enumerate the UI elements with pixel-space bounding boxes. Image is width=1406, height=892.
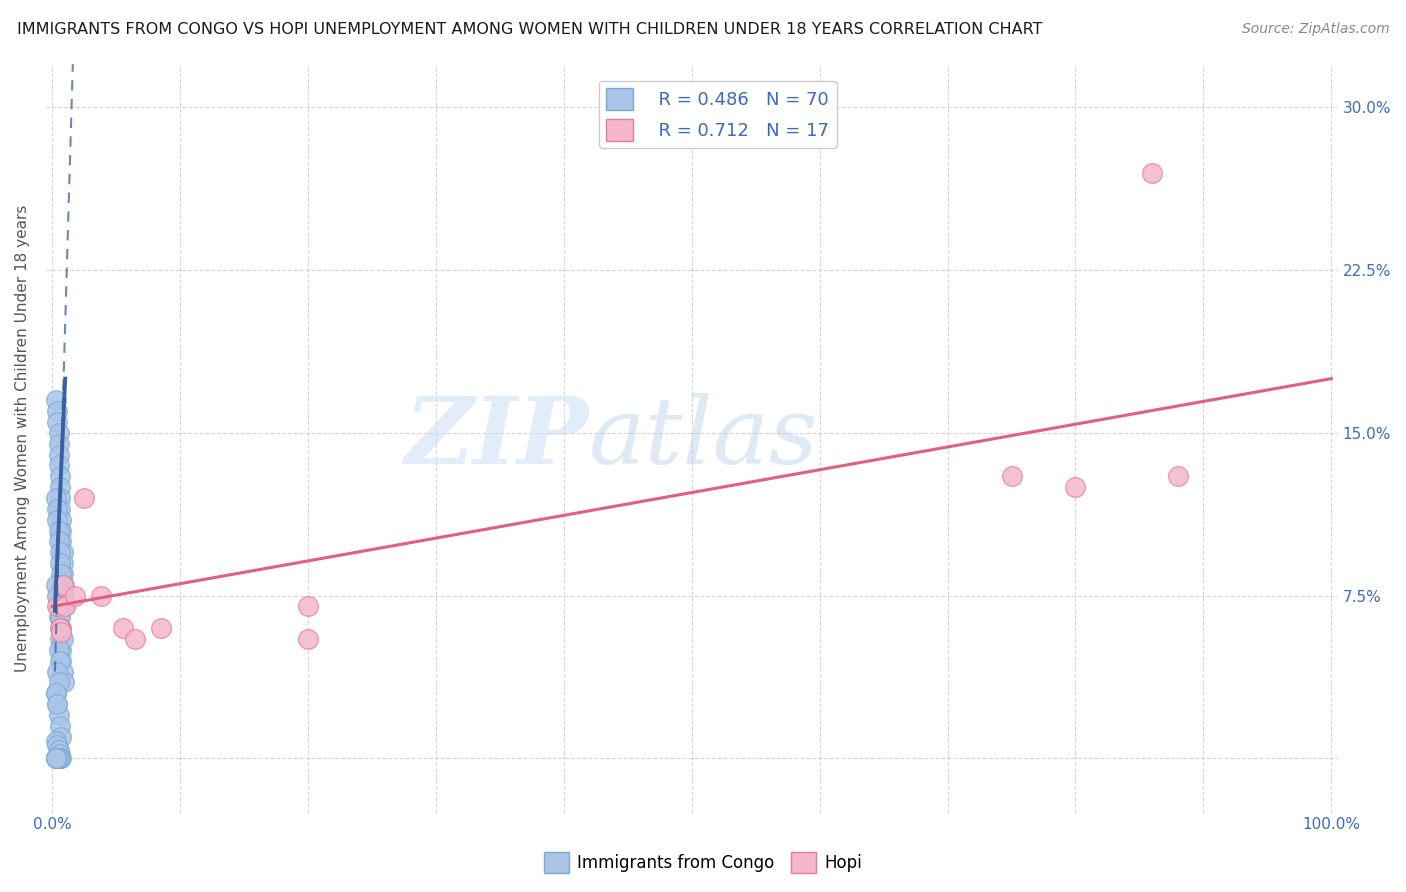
Legend: Immigrants from Congo, Hopi: Immigrants from Congo, Hopi [537,846,869,880]
Point [53,599,76,614]
Point [51,621,73,635]
Point [51,513,73,527]
Point [45,751,67,765]
Point [52,675,75,690]
Point [49,632,72,646]
Point [48,534,70,549]
Point [48,610,70,624]
Point [51,524,73,538]
Point [46,739,69,753]
Point [48,599,70,614]
Y-axis label: Unemployment Among Women with Children Under 18 years: Unemployment Among Women with Children U… [15,204,30,672]
Point [51,751,73,765]
Point [65,589,87,603]
Point [51,643,73,657]
Point [48,599,70,614]
Point [45,686,67,700]
Point [52,589,75,603]
Point [48,707,70,722]
Point [124,632,146,646]
Point [46,599,69,614]
Point [1000,469,1022,483]
Point [51,654,73,668]
Point [51,578,73,592]
Point [48,675,70,690]
Point [150,621,173,635]
Point [51,566,73,581]
Point [51,730,73,744]
Point [48,751,70,765]
Point [45,751,67,765]
Point [46,751,69,765]
Point [1140,165,1163,179]
Point [45,491,67,505]
Point [46,697,69,711]
Point [52,665,75,679]
Point [48,751,70,765]
Point [49,556,72,570]
Point [52,578,75,592]
Point [49,610,72,624]
Text: IMMIGRANTS FROM CONGO VS HOPI UNEMPLOYMENT AMONG WOMEN WITH CHILDREN UNDER 18 YE: IMMIGRANTS FROM CONGO VS HOPI UNEMPLOYME… [17,22,1042,37]
Point [49,501,72,516]
Point [53,599,76,614]
Point [49,751,72,765]
Text: ZIP: ZIP [404,393,589,483]
Point [45,734,67,748]
Point [46,697,69,711]
Point [73,491,96,505]
Point [46,513,69,527]
Point [52,556,75,570]
Point [1167,469,1189,483]
Point [48,436,70,450]
Point [46,501,69,516]
Point [49,480,72,494]
Point [52,589,75,603]
Point [297,632,319,646]
Point [49,654,72,668]
Point [52,566,75,581]
Point [51,534,73,549]
Point [46,665,69,679]
Point [48,458,70,473]
Point [46,589,69,603]
Point [49,545,72,559]
Point [51,625,73,640]
Point [45,578,67,592]
Point [45,686,67,700]
Point [49,621,72,635]
Point [48,643,70,657]
Point [46,751,69,765]
Point [48,425,70,440]
Text: Source: ZipAtlas.com: Source: ZipAtlas.com [1241,22,1389,37]
Point [45,393,67,408]
Point [49,621,72,635]
Point [45,751,67,765]
Point [49,469,72,483]
Point [90,589,112,603]
Point [49,747,72,761]
Point [297,599,319,614]
Point [46,404,69,418]
Point [48,524,70,538]
Point [1064,480,1087,494]
Point [48,742,70,756]
Point [46,751,69,765]
Legend:   R = 0.486   N = 70,   R = 0.712   N = 17: R = 0.486 N = 70, R = 0.712 N = 17 [599,80,837,148]
Point [48,448,70,462]
Point [52,578,75,592]
Point [49,491,72,505]
Point [52,632,75,646]
Point [111,621,134,635]
Point [46,415,69,429]
Point [49,719,72,733]
Text: atlas: atlas [589,393,818,483]
Point [52,545,75,559]
Point [45,751,67,765]
